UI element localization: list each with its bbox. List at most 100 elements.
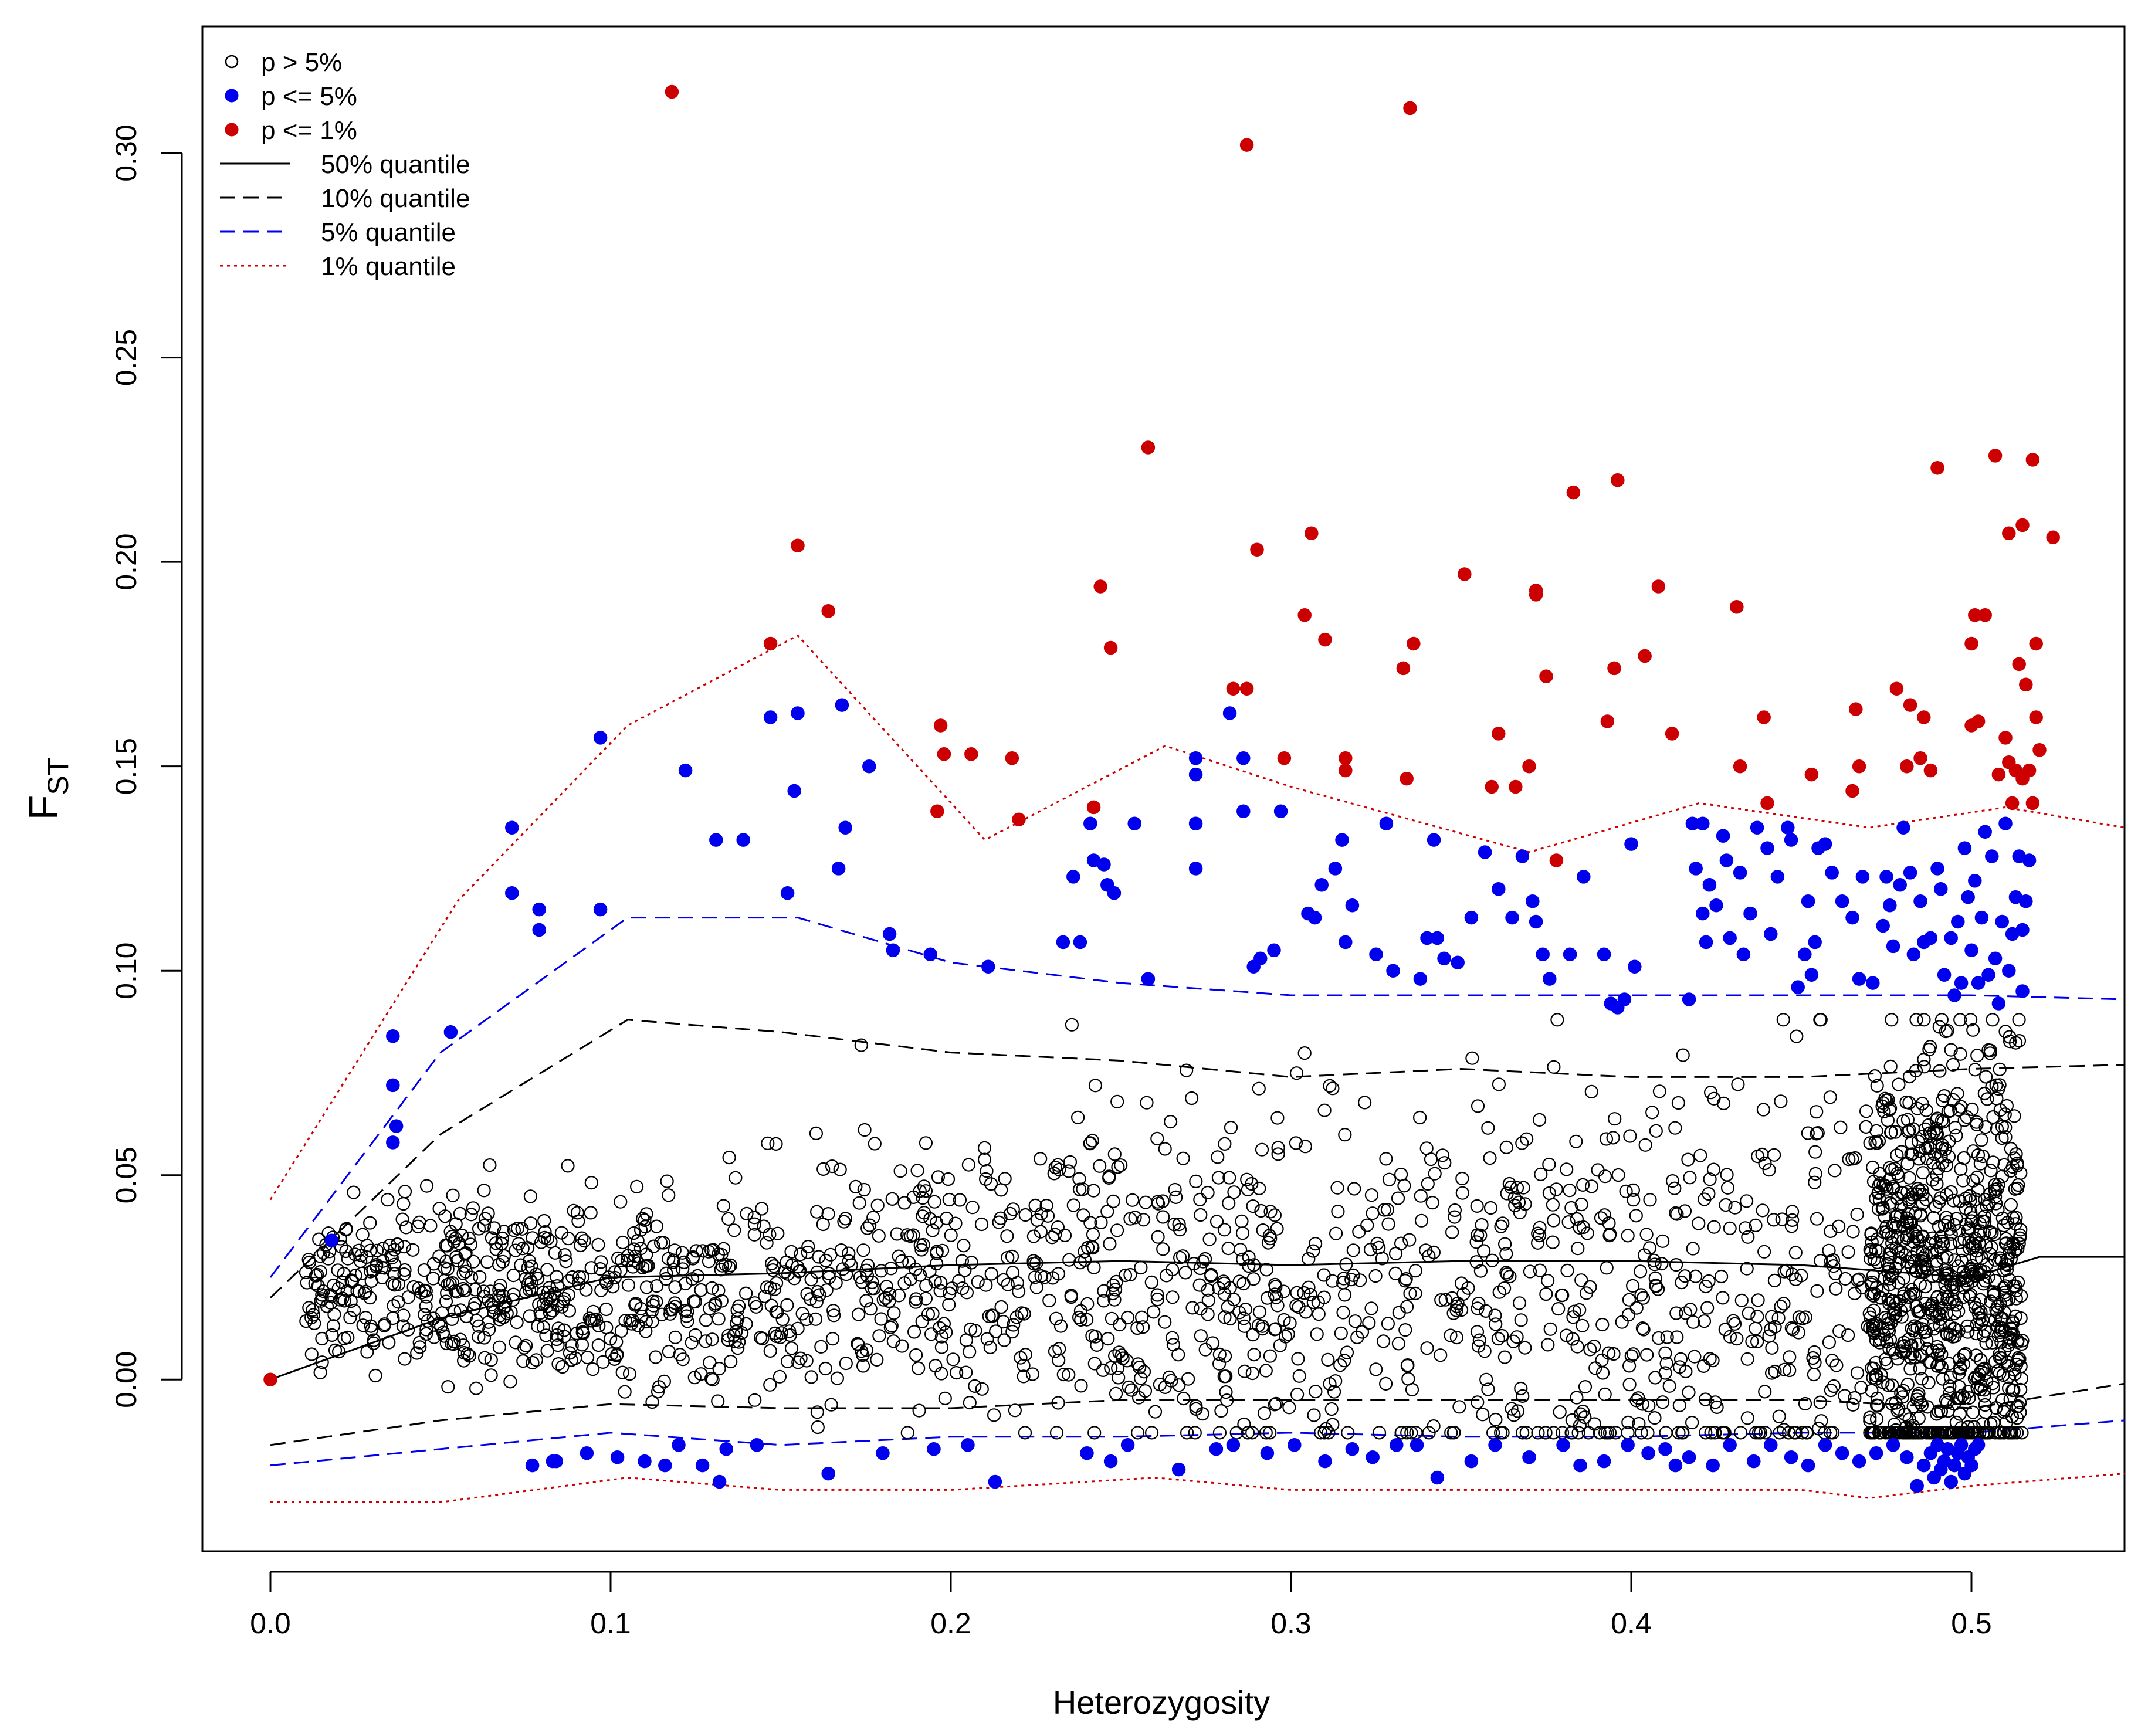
data-point-open — [1864, 1245, 1878, 1259]
data-point-open — [301, 1253, 316, 1267]
data-point-open — [1870, 1079, 1884, 1093]
data-point-open — [1703, 1172, 1717, 1186]
data-point-open — [364, 1323, 379, 1337]
data-point-open — [1740, 1262, 1754, 1276]
data-point-filled — [791, 706, 805, 720]
data-point-open — [306, 1308, 321, 1322]
data-point-open — [1029, 1280, 1043, 1294]
data-point-open — [983, 1340, 997, 1354]
data-point-open — [1943, 1379, 1957, 1393]
data-point-open — [1185, 1301, 1200, 1315]
data-point-open — [570, 1326, 584, 1340]
data-point-open — [1588, 1361, 1602, 1375]
data-point-open — [809, 1126, 824, 1141]
data-point-open — [1636, 1291, 1651, 1305]
data-point-filled — [443, 1025, 458, 1039]
data-point-filled — [1709, 898, 1723, 913]
data-point-open — [1238, 1319, 1252, 1333]
data-point-filled — [1808, 935, 1822, 950]
data-point-open — [1699, 1426, 1713, 1440]
data-point-open — [1801, 1126, 1815, 1140]
data-point-open — [1688, 1350, 1702, 1364]
data-point-open — [1326, 1418, 1340, 1432]
data-point-filled — [1930, 862, 1944, 876]
data-point-open — [1600, 1261, 1614, 1275]
data-point-open — [662, 1188, 676, 1202]
data-point-open — [819, 1283, 834, 1297]
data-point-open — [865, 1281, 879, 1296]
data-point-open — [1993, 1426, 2007, 1440]
data-point-open — [794, 1247, 808, 1262]
data-point-open — [1201, 1185, 1215, 1200]
data-point-open — [1599, 1132, 1614, 1146]
data-point-filled — [988, 1474, 1002, 1489]
data-point-filled — [1267, 943, 1281, 958]
legend-label: 1% quantile — [321, 252, 456, 281]
data-point-open — [1000, 1229, 1014, 1243]
data-point-open — [1795, 1426, 1810, 1440]
data-point-open — [1064, 1289, 1078, 1303]
data-point-filled — [838, 820, 852, 835]
data-point-open — [2009, 1036, 2023, 1050]
data-point-open — [1850, 1366, 1865, 1380]
data-point-open — [1049, 1311, 1063, 1325]
data-point-open — [1926, 1344, 1940, 1358]
data-point-open — [1988, 1185, 2003, 1199]
data-point-filled — [1988, 951, 2003, 966]
data-point-open — [680, 1305, 694, 1319]
data-point-open — [1641, 1426, 1655, 1440]
data-point-open — [558, 1248, 572, 1262]
data-point-open — [1913, 1426, 1928, 1440]
data-point-open — [493, 1308, 507, 1323]
data-point-open — [1869, 1333, 1883, 1347]
data-point-filled — [1883, 898, 1897, 913]
data-point-filled — [678, 763, 693, 778]
data-point-open — [923, 1264, 937, 1279]
data-point-filled — [1985, 849, 1999, 863]
data-point-filled — [1930, 461, 1944, 475]
data-point-filled — [1876, 918, 1890, 933]
data-point-open — [935, 1243, 950, 1257]
data-point-open — [1252, 1305, 1267, 1319]
data-point-open — [1964, 1264, 1978, 1279]
data-point-open — [994, 1300, 1008, 1314]
data-point-open — [1123, 1267, 1137, 1282]
data-point-open — [1196, 1254, 1210, 1269]
data-point-open — [1702, 1186, 1716, 1201]
data-point-open — [958, 1263, 972, 1277]
data-point-open — [860, 1258, 875, 1272]
data-point-open — [1448, 1210, 1462, 1224]
data-point-open — [411, 1219, 425, 1233]
data-point-open — [1810, 1105, 1824, 1119]
data-point-open — [1455, 1303, 1469, 1317]
data-point-open — [2015, 1334, 2030, 1348]
data-point-open — [496, 1254, 510, 1269]
data-point-filled — [981, 959, 995, 974]
data-point-filled — [1464, 1454, 1479, 1469]
data-point-filled — [1730, 600, 1744, 614]
data-point-filled — [1239, 138, 1254, 152]
data-point-open — [1505, 1402, 1519, 1416]
data-point-open — [714, 1247, 729, 1262]
data-point-filled — [1801, 1458, 1815, 1473]
data-point-open — [1066, 1198, 1080, 1212]
data-point-open — [1973, 1382, 1987, 1396]
data-point-open — [1930, 1359, 1944, 1373]
data-point-open — [1602, 1346, 1616, 1360]
data-point-open — [1940, 1426, 1954, 1440]
data-point-filled — [2015, 923, 2030, 937]
data-point-open — [1109, 1386, 1123, 1401]
data-point-open — [1078, 1245, 1092, 1259]
data-point-filled — [1804, 767, 1819, 782]
data-point-open — [1966, 1240, 1980, 1255]
data-point-open — [445, 1229, 459, 1243]
data-point-open — [423, 1219, 438, 1233]
data-point-open — [1255, 1142, 1269, 1157]
data-point-open — [1046, 1271, 1060, 1285]
data-point-filled — [1390, 1438, 1404, 1452]
data-point-open — [1268, 1287, 1282, 1301]
data-point-open — [1100, 1205, 1114, 1219]
data-point-open — [1271, 1147, 1285, 1161]
data-point-open — [753, 1331, 768, 1345]
